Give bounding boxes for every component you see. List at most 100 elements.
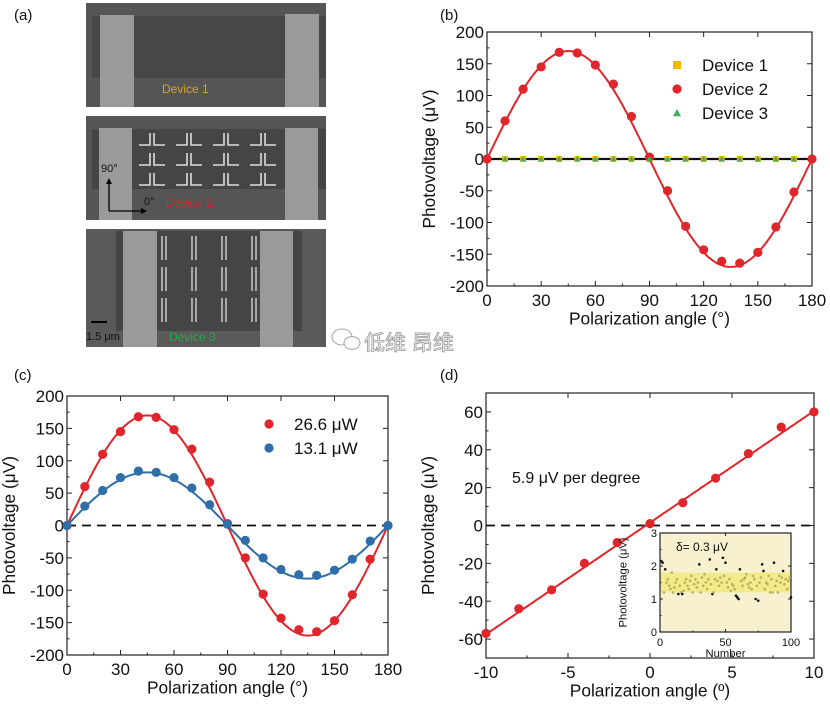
x-tick-label: -5 (560, 663, 575, 682)
inset-data-point (724, 561, 727, 564)
data-point (205, 477, 215, 487)
inset-data-point (712, 591, 716, 594)
panel-label-b: (b) (440, 7, 458, 24)
x-tick-label: 90 (640, 291, 659, 310)
wechat-icon (331, 328, 361, 350)
inset-data-point (703, 572, 706, 576)
inset-data-point (704, 581, 708, 584)
y-tick-label: 0 (475, 150, 484, 169)
inset-data-point (739, 579, 743, 583)
inset-data-point (779, 581, 782, 584)
inset-data-point (699, 591, 702, 594)
x-tick-label: 150 (320, 660, 348, 679)
data-point (681, 221, 691, 231)
l-shaped-antenna (176, 153, 202, 166)
data-point (700, 156, 707, 162)
legend-marker (672, 84, 682, 94)
y-tick-label: -200 (30, 646, 64, 665)
y-tick-label: -200 (450, 277, 484, 296)
x-tick-label: 150 (744, 291, 772, 310)
watermark-text: 低维 昂维 (364, 332, 454, 355)
inset-data-point (686, 584, 689, 588)
rod-antenna (251, 236, 257, 260)
inset-data-point (663, 568, 667, 571)
inset-data-point (747, 586, 751, 589)
data-point (772, 156, 779, 162)
l-shaped-antenna (176, 173, 202, 186)
data-point (664, 156, 671, 162)
inset-data-point (713, 577, 717, 581)
x-tick-label: 120 (267, 660, 295, 679)
inset-data-point (695, 586, 698, 589)
data-point (572, 48, 582, 58)
y-tick-label: 200 (36, 387, 64, 406)
inset-data-point (716, 579, 719, 583)
inset-data-point (733, 587, 736, 591)
data-point (608, 79, 618, 89)
y-tick-label: 0 (55, 517, 64, 536)
inset-data-point (725, 581, 729, 584)
data-point (133, 412, 143, 422)
x-tick-label: 100 (782, 637, 800, 649)
y-tick-label: 100 (36, 452, 64, 471)
x-tick-label: 0 (482, 291, 491, 310)
panel-label-c: (c) (14, 367, 32, 384)
inset-data-point (753, 577, 756, 581)
inset-data-point (775, 579, 778, 583)
y-tick-label: -50 (459, 182, 484, 201)
data-point (169, 472, 179, 483)
data-point (789, 187, 799, 197)
y-tick-label: -100 (450, 214, 484, 233)
data-point (717, 256, 727, 266)
x-tick-label: 180 (374, 660, 402, 679)
y-tick-label: -100 (30, 581, 64, 600)
rod-antenna (251, 267, 257, 291)
x-tick-label: 60 (586, 291, 605, 310)
data-point (711, 473, 721, 483)
l-shaped-antenna (250, 153, 276, 166)
inset-data-point (678, 584, 681, 588)
x-tick-label: 120 (689, 291, 717, 310)
data-point (807, 154, 817, 164)
inset-data-point (721, 556, 725, 560)
data-point (329, 616, 340, 626)
inset-data-point (737, 597, 740, 601)
rod-antenna (191, 298, 197, 322)
axis-90-label: 90° (101, 163, 118, 175)
data-point (554, 47, 564, 57)
inset-data-point (692, 582, 696, 586)
x-axis-label: Polarization angle (°) (569, 308, 730, 328)
legend-label: Device 1 (702, 56, 768, 75)
inset-data-point (787, 579, 790, 583)
data-point (276, 564, 286, 575)
inset-data-point (698, 563, 701, 566)
inset-data-point (661, 561, 664, 564)
y-tick-label: -20 (458, 554, 483, 573)
inset-data-point (707, 577, 710, 581)
inset-data-point (726, 586, 730, 589)
axis-0-label: 0° (144, 196, 155, 208)
x-tick-label: 180 (798, 291, 826, 310)
axis-arrows (108, 182, 143, 212)
data-point (520, 156, 527, 162)
inset-data-point (760, 563, 764, 566)
y-tick-label: 200 (456, 23, 484, 42)
inset-data-point (675, 577, 679, 581)
chart-c: 0 30 60 90 120 150 180 -200 -150 -100 -50 0 50 100 150… (0, 387, 402, 697)
annotation: 5.9 μV per degree (512, 470, 641, 487)
data-point (240, 535, 250, 545)
x-tick-label: 30 (111, 660, 130, 679)
data-point (151, 412, 161, 422)
data-point (753, 247, 763, 257)
data-point (645, 519, 655, 529)
inset-data-point (749, 581, 752, 584)
data-point (169, 425, 179, 435)
scale-bar (91, 321, 107, 323)
data-point (574, 156, 581, 162)
inset-data-point (673, 586, 676, 589)
inset-data-point (770, 577, 773, 581)
rod-antenna (161, 298, 167, 322)
data-point (347, 554, 357, 564)
data-point (771, 222, 781, 232)
